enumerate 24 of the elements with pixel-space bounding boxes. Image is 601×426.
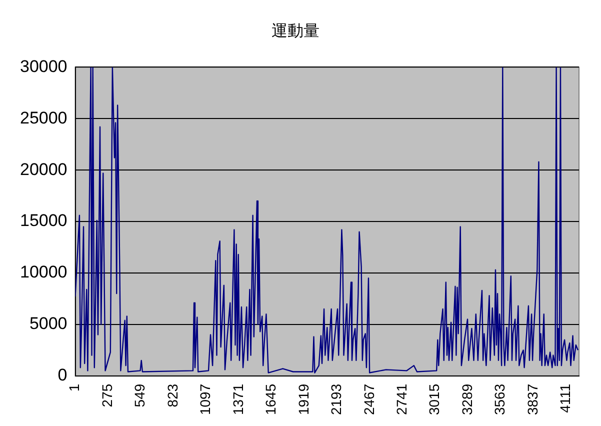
x-tick-label: 3289 (458, 384, 475, 416)
chart-title: 運動量 (272, 20, 320, 40)
x-tick-label: 1919 (295, 384, 312, 416)
y-tick-label: 0 (58, 366, 68, 385)
x-tick-label: 2193 (328, 384, 344, 416)
y-tick-label: 20000 (20, 160, 68, 179)
y-tick-label: 5000 (29, 314, 68, 334)
x-tick-label: 275 (98, 384, 115, 408)
y-tick-label: 30000 (20, 56, 68, 76)
x-tick-label: 2467 (360, 384, 377, 416)
x-tick-label: 3015 (426, 384, 442, 416)
x-tick-label: 2741 (394, 384, 410, 416)
x-tick-label: 1645 (262, 384, 279, 416)
x-tick-label: 4111 (557, 384, 574, 413)
x-tick-label: 549 (132, 384, 148, 408)
y-tick-label: 25000 (20, 108, 68, 128)
x-tick-label: 1 (66, 384, 82, 392)
x-tick-label: 1097 (197, 384, 214, 416)
y-tick-label: 15000 (20, 211, 68, 230)
x-tick-label: 823 (164, 384, 180, 408)
y-tick-label: 10000 (20, 262, 68, 282)
x-tick-label: 3837 (524, 384, 540, 416)
x-tick-label: 1371 (230, 384, 246, 416)
x-tick-label: 3563 (492, 384, 508, 416)
